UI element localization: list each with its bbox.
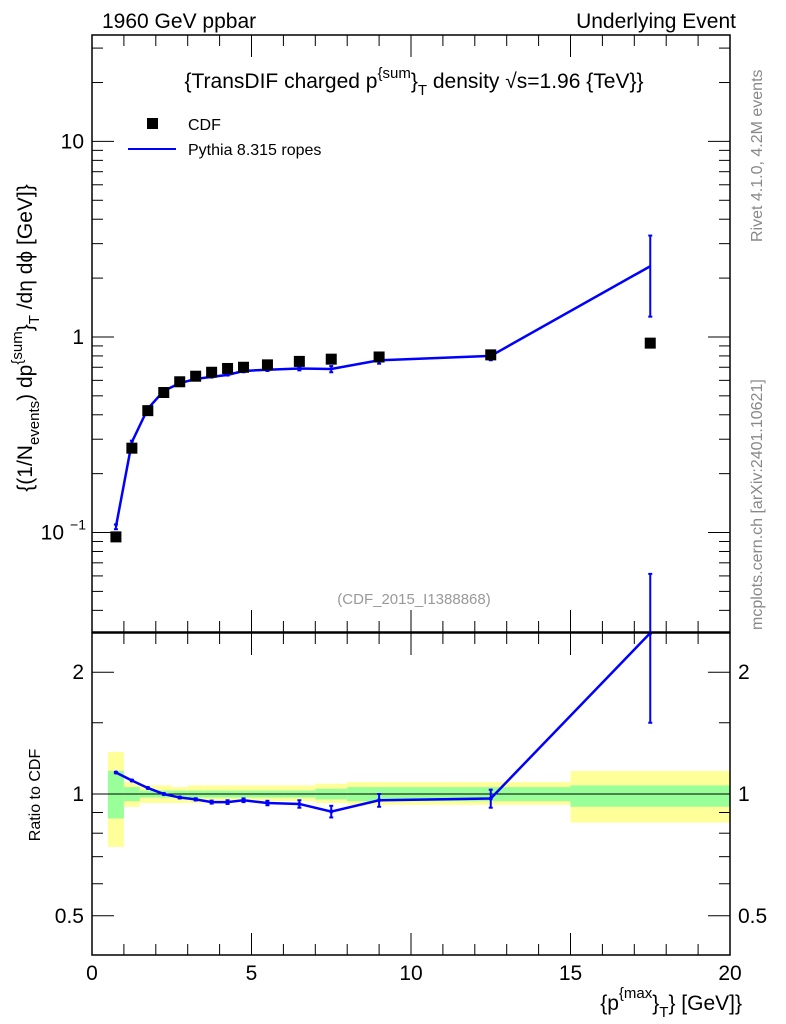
stat-uncertainty-band [570, 785, 730, 807]
ratio-frame [91, 632, 731, 956]
legend-cdf-label: CDF [188, 117, 221, 134]
cdf-data-point [110, 531, 122, 543]
x-axis-label: {p{max}T} [GeV]} [600, 985, 742, 1021]
svg-text:{(1/Nevents) dp{sum}T /dη dϕ: {(1/Nevents) dp{sum}T /dη dϕ [GeV]} [9, 184, 43, 491]
ratio-point [145, 785, 150, 790]
ratio-point [177, 795, 182, 800]
cdf-data-point [206, 366, 218, 378]
cdf-data-point [158, 387, 170, 399]
pythia-line [114, 265, 651, 528]
cdf-data-point [485, 349, 497, 361]
y-axis-label: {(1/Nevents) dp{sum}T /dη dϕ [GeV]} [9, 184, 43, 491]
ratio-point [209, 800, 214, 805]
legend: CDF Pythia 8.315 ropes [128, 117, 321, 159]
header-right: Underlying Event [576, 10, 736, 33]
legend-cdf-marker [147, 118, 158, 129]
ratio-point [488, 796, 493, 801]
plot-title: {TransDIF charged p{sum}T density √s=1.9… [185, 65, 644, 99]
cdf-data-point [222, 362, 234, 374]
x-tick-label: 0 [86, 962, 98, 985]
ratio-y-tick-label-right: 2 [738, 661, 750, 684]
x-tick-label: 20 [718, 962, 741, 985]
rivet-label: Rivet 4.1.0, 4.2M events [749, 69, 766, 242]
ratio-point [225, 800, 230, 805]
cdf-data-point [142, 405, 154, 417]
cdf-data-point [261, 359, 273, 371]
mcplots-label: mcplots.cern.ch [arXiv:2401.10621] [749, 379, 766, 630]
ratio-point [113, 770, 118, 775]
ratio-y-tick-label: 1 [72, 783, 84, 806]
y-tick-exponent: −1 [70, 517, 86, 533]
ratio-point [377, 798, 382, 803]
cdf-data-point [174, 376, 186, 388]
cdf-data-point [325, 353, 337, 365]
legend-pythia-label: Pythia 8.315 ropes [188, 142, 321, 159]
ratio-y-tick-label: 0.5 [55, 905, 84, 928]
ratio-y-label: Ratio to CDF [27, 749, 44, 842]
cdf-data-point [293, 355, 305, 367]
x-tick-label: 10 [399, 962, 422, 985]
cdf-data-point [190, 370, 202, 382]
y-tick-label: 10 [41, 522, 64, 545]
ratio-y-tick-label-right: 1 [738, 783, 750, 806]
cdf-data-point [126, 442, 138, 454]
x-tick-label: 15 [559, 962, 582, 985]
ratio-y-tick-label: 2 [72, 661, 84, 684]
cdf-data-point [238, 361, 250, 373]
ratio-point [297, 801, 302, 806]
y-tick-label: 1 [72, 326, 84, 349]
ratio-y-tick-label-right: 0.5 [738, 905, 767, 928]
main-panel: 10 1 10 −1 [41, 34, 731, 633]
x-tick-label: 5 [246, 962, 258, 985]
cdf-data-point [373, 351, 385, 363]
y-tick-label: 10 [61, 130, 84, 153]
ratio-panel: 2 2 1 1 0.5 0.5 0 5 10 15 20 [55, 572, 767, 985]
analysis-label: (CDF_2015_I1388868) [337, 591, 490, 608]
ratio-point [161, 792, 166, 796]
header-left: 1960 GeV ppbar [102, 10, 256, 33]
stat-uncertainty-band [107, 770, 124, 819]
ratio-point [329, 809, 334, 814]
ratio-point [129, 778, 134, 783]
ratio-point [241, 798, 246, 803]
cdf-data-point [644, 337, 656, 349]
ratio-point [193, 797, 198, 802]
ratio-point [265, 801, 270, 806]
